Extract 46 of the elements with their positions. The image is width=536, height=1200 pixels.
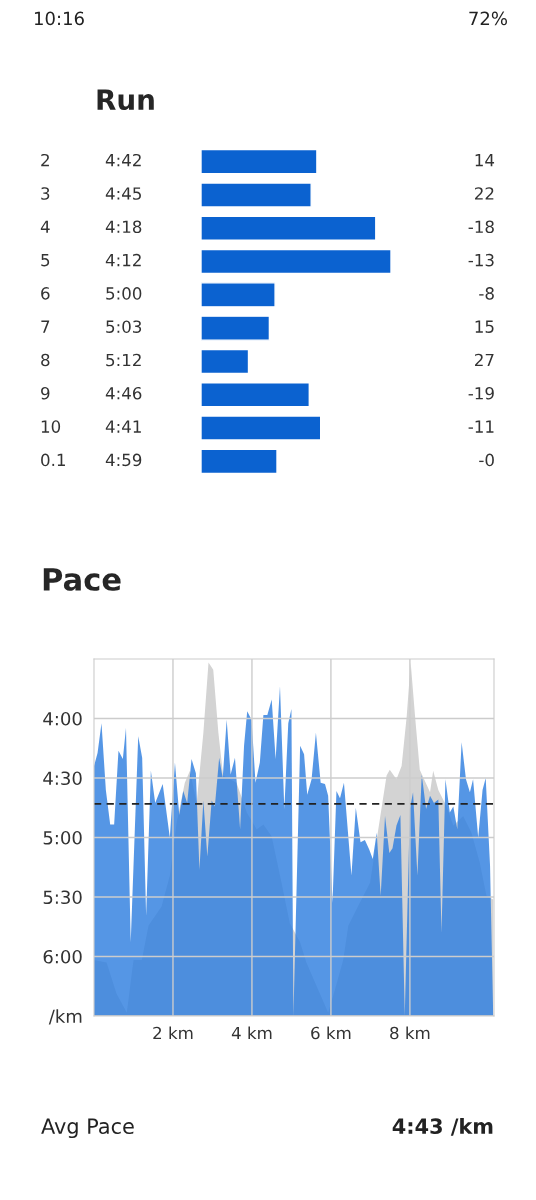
text: -11 xyxy=(468,420,494,433)
text: 4:45 xyxy=(105,187,141,200)
text: 4:41 xyxy=(105,420,141,433)
y-tick-label: 6:00 xyxy=(43,949,82,964)
x-tick-label: 4 km xyxy=(231,1026,272,1040)
y-tick-label: 5 xyxy=(41,254,50,267)
y-tick-label: 10 xyxy=(41,420,61,433)
y-tick-label: 0.1 xyxy=(41,453,65,467)
text: 5:00 xyxy=(106,287,142,300)
y-tick-label: 4:00 xyxy=(43,711,82,726)
text: 10:16 xyxy=(34,11,84,26)
text: 4:46 xyxy=(105,386,142,400)
chart-title: Pace xyxy=(43,568,121,591)
text: -8 xyxy=(479,287,494,300)
x-tick-label: 2 km xyxy=(153,1026,193,1040)
text: 15 xyxy=(475,320,494,333)
y-tick-label: 4 xyxy=(40,220,50,233)
text: 4:42 xyxy=(105,153,141,167)
y-tick-label: 9 xyxy=(41,386,50,400)
text: -19 xyxy=(468,386,494,400)
text: 4:59 xyxy=(105,453,142,467)
x-tick-label: 8 km xyxy=(390,1026,430,1040)
y-tick-label: 6 xyxy=(41,287,50,300)
text: 72% xyxy=(469,11,507,26)
text: 4:12 xyxy=(105,253,141,267)
y-tick-label: 5:00 xyxy=(43,830,82,845)
y-tick-label: /km xyxy=(48,1009,82,1025)
text: Avg Pace xyxy=(41,1118,134,1139)
text: 27 xyxy=(475,353,494,367)
y-tick-label: 3 xyxy=(41,187,50,200)
text: 4:43 /km xyxy=(392,1117,493,1136)
y-tick-label: 8 xyxy=(41,353,50,367)
text: 5:12 xyxy=(106,353,141,367)
y-tick-label: 5:30 xyxy=(43,890,82,905)
y-tick-label: 7 xyxy=(41,320,50,333)
chart-title: Run xyxy=(97,89,154,111)
y-tick-label: 4:30 xyxy=(43,771,82,786)
text: -18 xyxy=(468,220,494,234)
y-tick-label: 2 xyxy=(41,153,49,167)
text: 14 xyxy=(475,154,495,167)
text: 5:03 xyxy=(106,320,142,333)
text: -13 xyxy=(468,253,494,267)
x-tick-label: 6 km xyxy=(311,1026,351,1040)
text: 22 xyxy=(475,187,494,200)
text: -0 xyxy=(479,453,494,467)
text: 4:18 xyxy=(105,220,142,234)
